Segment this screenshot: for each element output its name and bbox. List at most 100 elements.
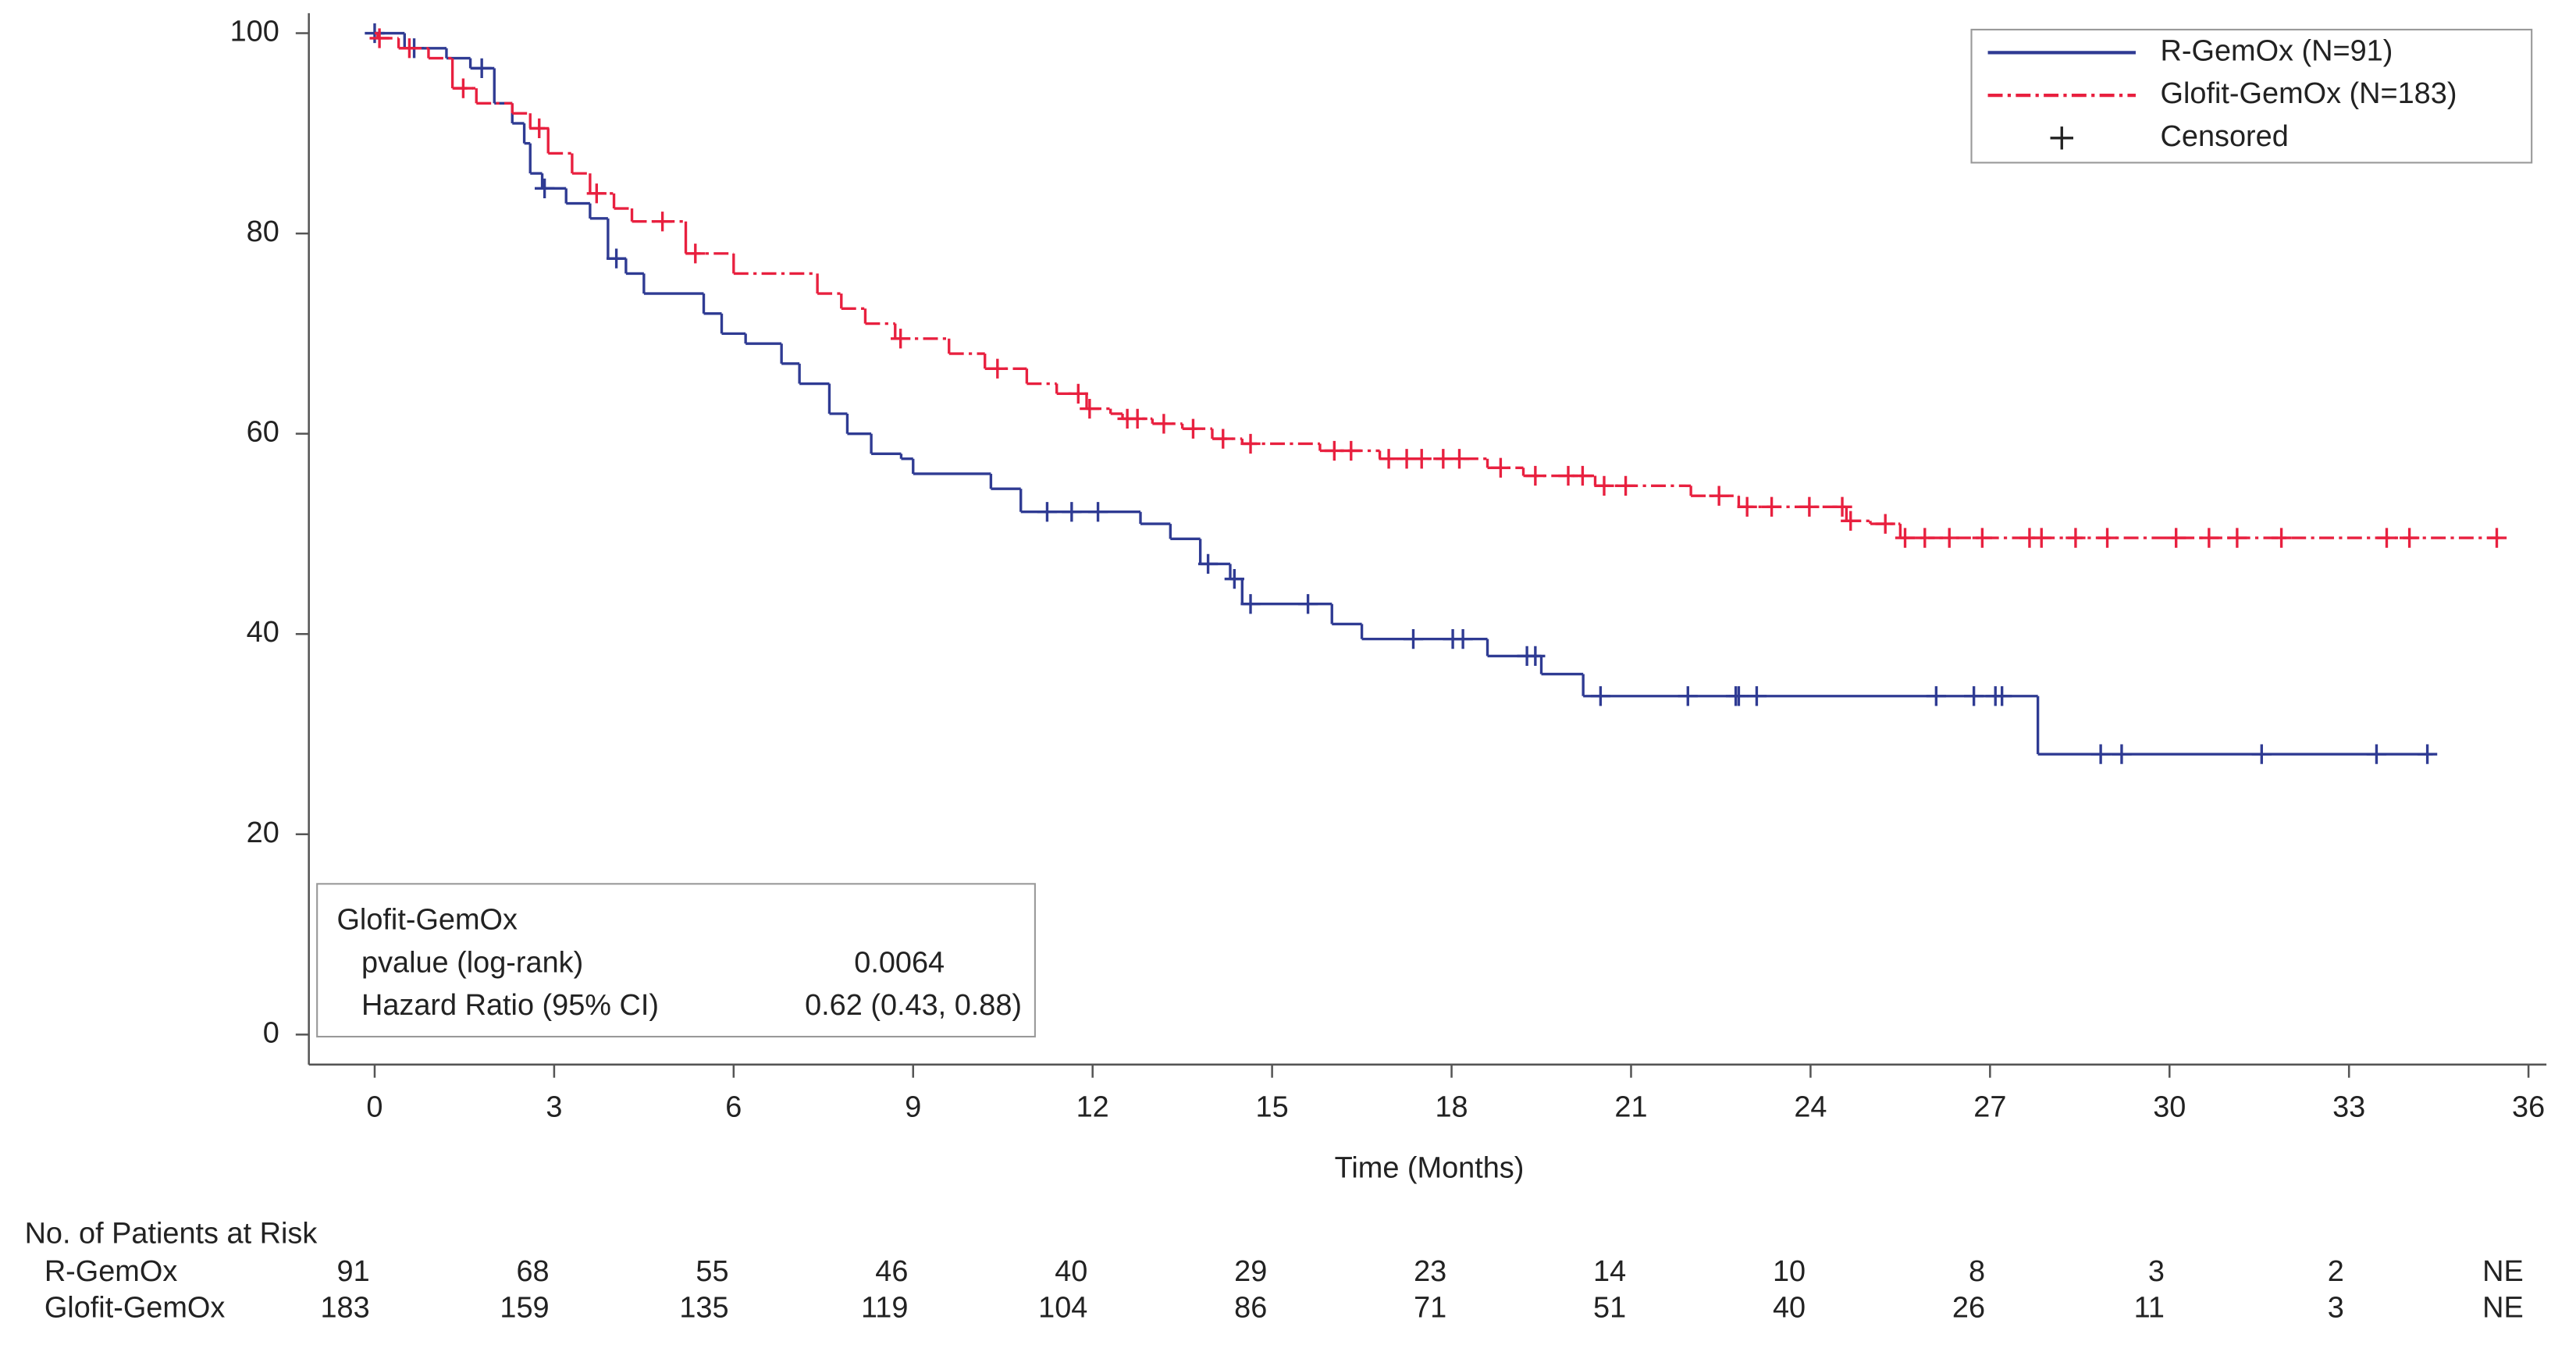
y-tick-label: 80 [247, 215, 279, 248]
censor-mark [2271, 528, 2292, 548]
censor-mark [1411, 449, 1432, 469]
censor-mark [2065, 528, 2086, 548]
risk-row-label: Glofit-GemOx [44, 1291, 226, 1324]
legend-censor-mark [2050, 126, 2073, 150]
x-tick-label: 18 [1435, 1091, 1468, 1124]
censor-mark [1926, 686, 1946, 706]
censor-mark [685, 244, 706, 264]
stats-title: Glofit-GemOx [336, 904, 518, 937]
censor-mark [535, 178, 555, 198]
y-tick-label: 60 [247, 416, 279, 449]
censor-mark [1224, 569, 1244, 589]
y-tick-label: 100 [230, 16, 279, 48]
censor-mark [1240, 594, 1261, 614]
censor-mark [2417, 744, 2438, 764]
risk-value: NE [2482, 1291, 2524, 1324]
risk-value: 119 [861, 1291, 908, 1324]
censor-mark [1324, 440, 1344, 461]
censor-mark [529, 118, 550, 139]
censor-mark [1832, 496, 1852, 517]
censor-mark [399, 38, 420, 59]
censor-mark [2251, 744, 2272, 764]
y-tick-label: 40 [247, 616, 279, 649]
risk-value: 40 [1055, 1255, 1087, 1288]
censor-mark [1080, 398, 1100, 419]
censor-mark [1841, 511, 1861, 531]
risk-value: 51 [1593, 1291, 1626, 1324]
censor-mark [2166, 528, 2186, 548]
risk-value: 3 [2328, 1291, 2344, 1324]
risk-value: 86 [1234, 1291, 1267, 1324]
x-tick-label: 24 [1794, 1091, 1827, 1124]
censor-mark [453, 78, 474, 98]
risk-value: 14 [1593, 1255, 1626, 1288]
censor-mark [2227, 528, 2247, 548]
risk-value: 10 [1773, 1255, 1806, 1288]
censor-mark [1453, 628, 1473, 649]
censor-mark [1728, 686, 1749, 706]
risk-value: 8 [1969, 1255, 1985, 1288]
censor-mark [1761, 496, 1782, 517]
x-tick-label: 6 [725, 1091, 742, 1124]
risk-value: 3 [2148, 1255, 2165, 1288]
x-tick-label: 30 [2153, 1091, 2186, 1124]
censor-mark [1183, 418, 1204, 439]
x-axis-label: Time (Months) [1335, 1152, 1525, 1185]
censor-mark [1490, 457, 1511, 478]
risk-value: 68 [516, 1255, 549, 1288]
risk-value: 46 [875, 1255, 908, 1288]
censor-mark [2090, 744, 2111, 764]
censor-mark [586, 183, 607, 204]
censor-mark [1594, 475, 1614, 496]
legend-label: Glofit-GemOx (N=183) [2161, 77, 2457, 110]
censor-mark [1939, 528, 1959, 548]
censor-mark [1213, 429, 1233, 449]
censor-mark [1964, 686, 1984, 706]
censor-mark [2366, 744, 2387, 764]
censor-mark [1678, 686, 1698, 706]
censor-mark [1197, 553, 1219, 575]
censor-mark [1590, 686, 1611, 706]
risk-title: No. of Patients at Risk [25, 1218, 318, 1250]
censor-mark [1746, 686, 1767, 706]
censor-mark [1087, 502, 1108, 522]
y-tick-label: 0 [263, 1016, 279, 1049]
censor-mark [1062, 502, 1082, 522]
x-tick-label: 3 [546, 1091, 562, 1124]
censor-mark [1615, 475, 1636, 496]
censor-mark [1449, 449, 1470, 469]
censor-mark [1709, 486, 1729, 506]
risk-value: 159 [500, 1291, 549, 1324]
x-tick-label: 36 [2512, 1091, 2545, 1124]
risk-value: NE [2482, 1255, 2524, 1288]
censor-mark [369, 28, 390, 48]
x-tick-label: 15 [1256, 1091, 1289, 1124]
censor-mark [2112, 744, 2132, 764]
risk-row-label: R-GemOx [44, 1255, 178, 1288]
censor-mark [471, 58, 492, 79]
censor-mark [1037, 502, 1058, 522]
censor-mark [2486, 528, 2507, 548]
censor-mark [987, 358, 1008, 379]
risk-value: 29 [1234, 1255, 1267, 1288]
x-tick-label: 21 [1614, 1091, 1647, 1124]
x-tick-label: 12 [1076, 1091, 1109, 1124]
risk-value: 91 [337, 1255, 370, 1288]
risk-value: 40 [1773, 1291, 1806, 1324]
risk-value: 183 [320, 1291, 369, 1324]
risk-value: 55 [696, 1255, 728, 1288]
risk-value: 11 [2134, 1291, 2165, 1324]
censor-mark [1915, 528, 1935, 548]
risk-value: 71 [1414, 1291, 1446, 1324]
censor-mark [2031, 528, 2051, 548]
censor-mark [891, 329, 911, 349]
risk-value: 26 [1952, 1291, 1985, 1324]
censor-mark [1875, 514, 1895, 534]
risk-value: 23 [1414, 1255, 1446, 1288]
censor-mark [1799, 496, 1820, 517]
censor-mark [1068, 383, 1088, 404]
censor-mark [1379, 449, 1399, 469]
censor-mark [1403, 628, 1424, 649]
